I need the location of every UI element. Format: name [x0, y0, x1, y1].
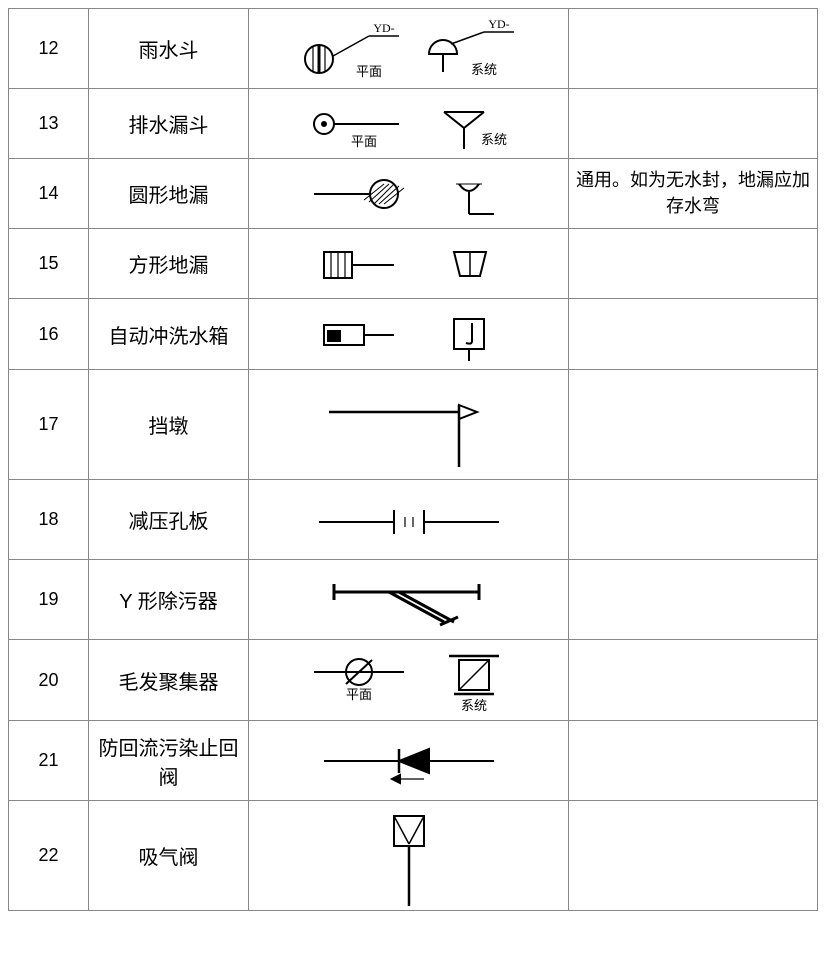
row-notes — [569, 370, 818, 480]
row-name: Y 形除污器 — [89, 560, 249, 640]
row-name: 雨水斗 — [89, 9, 249, 89]
row-number: 16 — [9, 299, 89, 370]
svg-text:系统: 系统 — [460, 698, 486, 713]
svg-text:系统: 系统 — [480, 132, 506, 147]
row-notes — [569, 89, 818, 159]
row-notes — [569, 229, 818, 299]
row-notes — [569, 721, 818, 801]
table-row: 15方形地漏 — [9, 229, 818, 299]
row-number: 15 — [9, 229, 89, 299]
row-name: 毛发聚集器 — [89, 640, 249, 721]
row-number: 17 — [9, 370, 89, 480]
svg-text:平面: 平面 — [350, 134, 376, 149]
row-notes: 通用。如为无水封，地漏应加存水弯 — [569, 159, 818, 229]
table-row: 22吸气阀 — [9, 801, 818, 911]
table-row: 21防回流污染止回阀 — [9, 721, 818, 801]
row-number: 14 — [9, 159, 89, 229]
row-notes — [569, 640, 818, 721]
row-symbol: 平面系统 — [249, 640, 569, 721]
row-notes — [569, 9, 818, 89]
row-symbol — [249, 229, 569, 299]
row-notes — [569, 299, 818, 370]
table-row: 20毛发聚集器平面系统 — [9, 640, 818, 721]
row-number: 19 — [9, 560, 89, 640]
row-symbol — [249, 299, 569, 370]
row-symbol: 平面 系统 — [249, 89, 569, 159]
table-row: 16自动冲洗水箱 — [9, 299, 818, 370]
row-number: 20 — [9, 640, 89, 721]
row-name: 自动冲洗水箱 — [89, 299, 249, 370]
row-name: 吸气阀 — [89, 801, 249, 911]
row-name: 排水漏斗 — [89, 89, 249, 159]
svg-text:平面: 平面 — [345, 687, 371, 702]
table-row: 12雨水斗 YD- 平面 YD- 系统 — [9, 9, 818, 89]
symbol-table: 12雨水斗YD-平面YD-系统13排水漏斗平面系统14圆形地漏通用。如为无水封，… — [8, 8, 818, 911]
row-notes — [569, 560, 818, 640]
table-row: 14圆形地漏 通用。如为无水封，地漏应加存水弯 — [9, 159, 818, 229]
row-name: 挡墩 — [89, 370, 249, 480]
svg-text:平面: 平面 — [355, 64, 381, 79]
row-number: 18 — [9, 480, 89, 560]
table-row: 17挡墩 — [9, 370, 818, 480]
row-symbol — [249, 560, 569, 640]
row-symbol — [249, 480, 569, 560]
row-name: 圆形地漏 — [89, 159, 249, 229]
row-number: 22 — [9, 801, 89, 911]
row-number: 13 — [9, 89, 89, 159]
row-symbol — [249, 159, 569, 229]
row-notes — [569, 801, 818, 911]
row-symbol — [249, 370, 569, 480]
table-row: 18减压孔板 — [9, 480, 818, 560]
svg-text:YD-: YD- — [488, 17, 509, 31]
row-name: 方形地漏 — [89, 229, 249, 299]
row-number: 21 — [9, 721, 89, 801]
row-notes — [569, 480, 818, 560]
table-row: 13排水漏斗平面 系统 — [9, 89, 818, 159]
row-symbol: YD- 平面 YD- 系统 — [249, 9, 569, 89]
row-symbol — [249, 801, 569, 911]
svg-text:YD-: YD- — [373, 21, 394, 35]
table-row: 19Y 形除污器 — [9, 560, 818, 640]
svg-text:系统: 系统 — [470, 62, 496, 77]
row-name: 减压孔板 — [89, 480, 249, 560]
row-number: 12 — [9, 9, 89, 89]
row-name: 防回流污染止回阀 — [89, 721, 249, 801]
row-symbol — [249, 721, 569, 801]
